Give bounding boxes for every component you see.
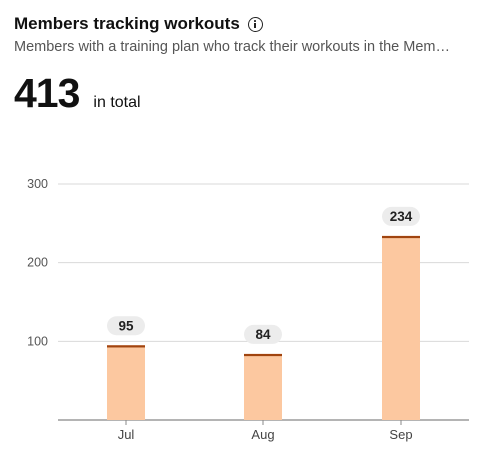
y-tick-label: 200 xyxy=(27,256,48,270)
chart-title: Members tracking workouts xyxy=(14,14,240,33)
total-label: in total xyxy=(93,94,141,111)
data-label: 234 xyxy=(390,209,413,224)
data-label: 84 xyxy=(255,327,271,342)
bar-top-line xyxy=(382,235,420,239)
bar-top-line xyxy=(244,353,282,357)
x-tick-label: Sep xyxy=(389,427,412,442)
title-row: Members tracking workouts xyxy=(14,11,474,37)
data-label-bg xyxy=(107,316,145,336)
x-tick-label: Jul xyxy=(118,427,135,442)
info-icon[interactable] xyxy=(247,16,263,32)
data-label: 95 xyxy=(118,318,134,333)
y-tick-label: 300 xyxy=(27,177,48,191)
bar xyxy=(382,235,420,420)
chart-subtitle: Members with a training plan who track t… xyxy=(14,39,450,55)
y-tick-label: 100 xyxy=(27,334,48,348)
x-tick-label: Aug xyxy=(251,427,274,442)
data-label-bg xyxy=(382,206,420,226)
total-value: 413 xyxy=(14,70,80,116)
bar-top-line xyxy=(107,345,145,348)
chart-header: Members tracking workouts Members with a… xyxy=(14,11,474,55)
data-label-bg xyxy=(244,324,282,344)
bar xyxy=(244,353,282,420)
total-summary: 413 in total xyxy=(14,70,141,117)
bar xyxy=(107,345,145,420)
